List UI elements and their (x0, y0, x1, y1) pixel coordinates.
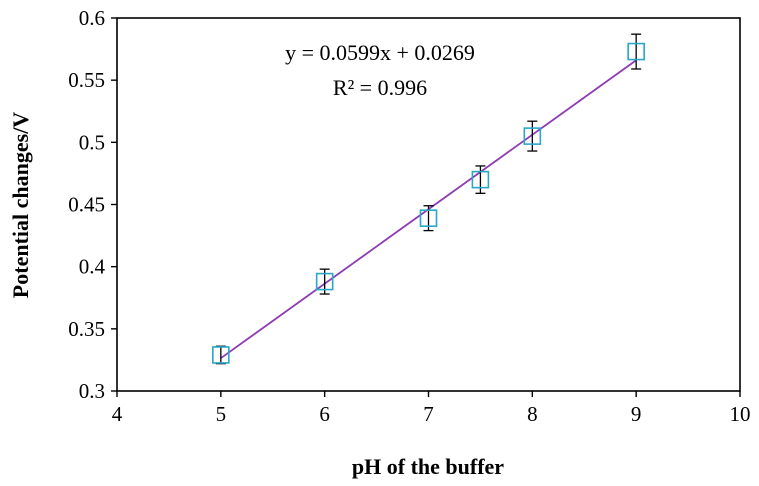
y-axis-title: Potential changes/V (8, 112, 33, 298)
square-marker (212, 346, 230, 364)
square-marker (471, 170, 490, 189)
data-point (212, 345, 230, 365)
y-tick-label: 0.45 (68, 193, 105, 217)
data-point (523, 120, 542, 152)
x-tick-label: 4 (112, 402, 123, 426)
x-tick-label: 5 (216, 402, 227, 426)
trendline-equation: y = 0.0599x + 0.0269 (285, 40, 475, 65)
y-tick-label: 0.4 (79, 255, 106, 279)
y-tick-label: 0.35 (68, 317, 105, 341)
y-tick-label: 0.6 (79, 6, 105, 30)
x-tick-label: 9 (631, 402, 642, 426)
square-marker (627, 42, 645, 61)
x-tick-label: 10 (730, 402, 751, 426)
x-tick-label: 6 (319, 402, 330, 426)
data-point (315, 268, 334, 295)
square-marker (419, 209, 438, 227)
square-marker (523, 127, 542, 145)
y-tick-label: 0.3 (79, 379, 105, 403)
plot-frame (116, 17, 741, 392)
data-points-group (212, 33, 645, 365)
x-axis-title: pH of the buffer (352, 454, 504, 479)
y-tick-label: 0.55 (68, 68, 105, 92)
square-marker (315, 272, 334, 291)
r-squared-label: R² = 0.996 (333, 75, 427, 100)
plot-axes: 4 5 6 7 8 9 10 0.3 0.35 0.4 0.45 0.5 0.55 0.6 (68, 6, 750, 426)
x-tick-label: 8 (527, 402, 538, 426)
data-point (419, 205, 438, 232)
x-tick-label: 7 (423, 402, 434, 426)
y-tick-label: 0.5 (79, 130, 105, 154)
data-point (627, 33, 645, 70)
data-point (471, 165, 490, 194)
